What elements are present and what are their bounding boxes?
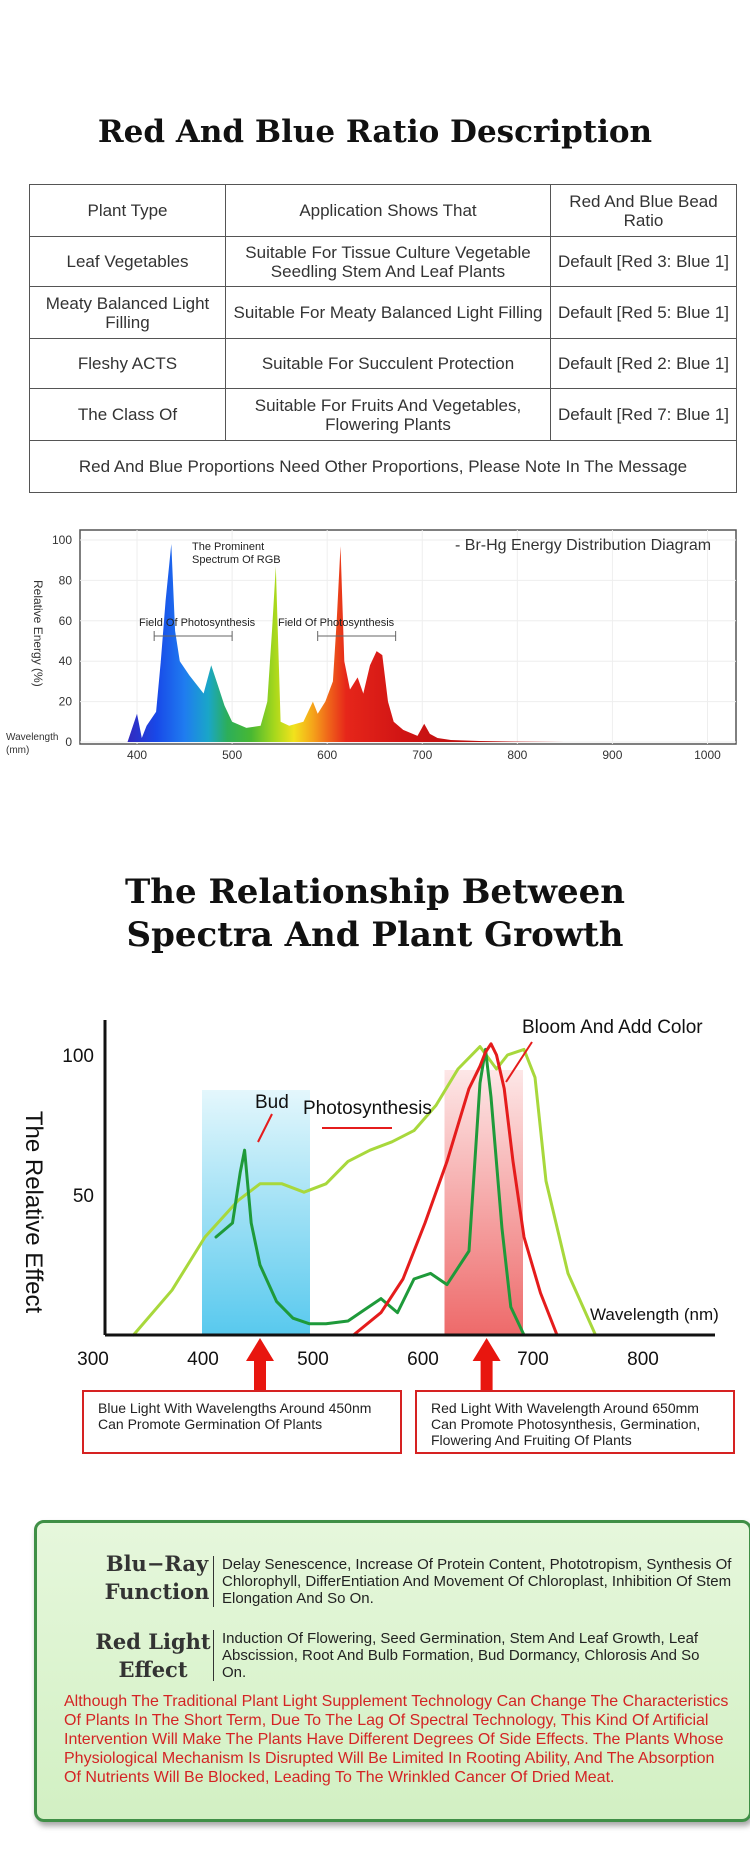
chart-annotations: Bud Photosynthesis Bloom And Add Color [246,1017,703,1397]
bloom-curve [352,1042,559,1337]
bud-annotation: Bud [255,1092,289,1113]
y-tick-label: 100 [62,1046,94,1067]
y-axis-title: Relative Energy (%) [31,580,45,687]
x-axis-title: Wavelength (nm) [590,1305,719,1324]
x-tick-label: 600 [407,1349,439,1370]
row-application: Suitable For Fruits And Vegetables, Flow… [225,388,551,441]
ratio-section-title: Red And Blue Ratio Description [97,114,653,150]
row-application: Suitable For Meaty Balanced Light Fillin… [225,286,551,339]
y-axis-title: The Relative Effect [20,1111,47,1314]
header-plant-type: Plant Type [29,184,226,237]
photosynthesis-field-annotation: Field Of Photosynthesis [139,617,256,629]
red-arrow-shaft [480,1359,493,1397]
y-tick-label: 80 [59,573,73,587]
x-tick-label: 500 [297,1349,329,1370]
light-function-panel [34,1520,750,1822]
table-footer-row: Red And Blue Proportions Need Other Prop… [29,440,737,493]
row-ratio: Default [Red 3: Blue 1] [550,236,737,287]
y-tick-label: 100 [52,533,72,547]
x-tick-label: 800 [627,1349,659,1370]
red-light-description: Induction Of Flowering, Seed Germination… [213,1630,722,1681]
row-ratio: Default [Red 7: Blue 1] [550,388,737,441]
table-footer-note: Red And Blue Proportions Need Other Prop… [29,440,737,493]
chart-title: - Br-Hg Energy Distribution Diagram [455,537,711,554]
y-tick-label: 40 [59,654,73,668]
red-light-label: Red Light Effect [88,1628,218,1684]
y-tick-label: 60 [59,614,73,628]
x-tick-label: 400 [187,1349,219,1370]
y-tick-label: 0 [65,735,72,749]
spectra-growth-chart: 300 400 500 600 700 800 50 100 Wavelength (nm) Th… [20,1017,719,1397]
chart-annotations: The Prominent Spectrum Of RGB Field Of Pho… [139,541,397,641]
chart-axes: 400 500 600 700 800 900 1000 0 20 40 60 80 100 Wavele… [6,533,721,762]
row-application: Suitable For Succulent Protection [225,338,551,389]
red-light-label-line2: Effect [118,1657,188,1682]
header-ratio: Red And Blue Bead Ratio [550,184,737,237]
table-row: Leaf Vegetables Suitable For Tissue Cult… [29,236,737,287]
x-tick-label: 400 [127,748,147,762]
row-plant: Leaf Vegetables [29,236,226,287]
red-light-callout: Red Light With Wavelength Around 650mm C… [415,1390,735,1454]
bud-pointer [257,1113,273,1143]
x-axis-label: Wavelength (mm) [6,732,58,756]
annotation-line: The Prominent [192,541,264,553]
blue-light-callout: Blue Light With Wavelengths Around 450nm… [82,1390,402,1454]
red-arrow-head [472,1338,501,1361]
row-application: Suitable For Tissue Culture Vegetable Se… [225,236,551,287]
header-application: Application Shows That [225,184,551,237]
x-tick-label: 1000 [694,748,721,762]
red-arrow-shaft [254,1359,266,1397]
red-light-band [444,1070,523,1335]
bloom-pointer [505,1041,533,1083]
red-arrow-head [246,1338,274,1361]
x-tick-label: 800 [507,748,527,762]
relationship-title-line2: Spectra And Plant Growth [126,915,624,955]
annotation-line: Spectrum Of RGB [192,554,281,566]
x-tick-label: 700 [412,748,432,762]
x-axis-label-line: Wavelength [6,732,58,743]
relationship-title-line1: The Relationship Between [124,872,626,912]
row-plant: The Class Of [29,388,226,441]
row-ratio: Default [Red 5: Blue 1] [550,286,737,339]
x-tick-label: 500 [222,748,242,762]
blue-ray-description: Delay Senescence, Increase Of Protein Co… [213,1556,750,1607]
y-tick-label: 20 [59,695,73,709]
x-tick-label: 600 [317,748,337,762]
row-ratio: Default [Red 2: Blue 1] [550,338,737,389]
x-tick-label: 300 [77,1349,109,1370]
table-row: The Class Of Suitable For Fruits And Veg… [29,388,737,441]
spectrum-area [127,544,565,742]
photosynthesis-annotation: Photosynthesis [303,1098,432,1119]
blue-ray-label-line2: Function [104,1579,210,1604]
table-row: Meaty Balanced Light Filling Suitable Fo… [29,286,737,339]
blue-ray-label: Blu−Ray Function [92,1550,222,1606]
x-tick-label: 700 [517,1349,549,1370]
x-tick-label: 900 [602,748,622,762]
side-effect-warning: Although The Traditional Plant Light Sup… [64,1693,729,1786]
chart-axes: 300 400 500 600 700 800 50 100 Wavelength (nm) Th… [20,1020,719,1370]
y-tick-label: 50 [73,1186,94,1207]
ratio-table: Plant Type Application Shows That Red An… [29,184,737,493]
rgb-spectrum-annotation: The Prominent Spectrum Of RGB [192,541,281,566]
row-plant: Fleshy ACTS [29,338,226,389]
row-plant: Meaty Balanced Light Filling [29,286,226,339]
x-axis-label-line: (mm) [6,745,29,756]
bud-curve [214,1047,526,1337]
table-header-row: Plant Type Application Shows That Red An… [29,184,737,237]
response-curves [132,1042,597,1337]
table-row: Fleshy ACTS Suitable For Succulent Prote… [29,338,737,389]
blue-light-band [202,1090,310,1335]
photosynthesis-field-annotation: Field Of Photosynthesis [278,617,395,629]
bloom-annotation: Bloom And Add Color [522,1017,703,1038]
energy-distribution-chart: 400 500 600 700 800 900 1000 0 20 40 60 80 100 Wavele… [6,529,737,762]
blue-ray-label-line1: Blu−Ray [105,1551,209,1576]
red-light-label-line1: Red Light [95,1629,211,1654]
